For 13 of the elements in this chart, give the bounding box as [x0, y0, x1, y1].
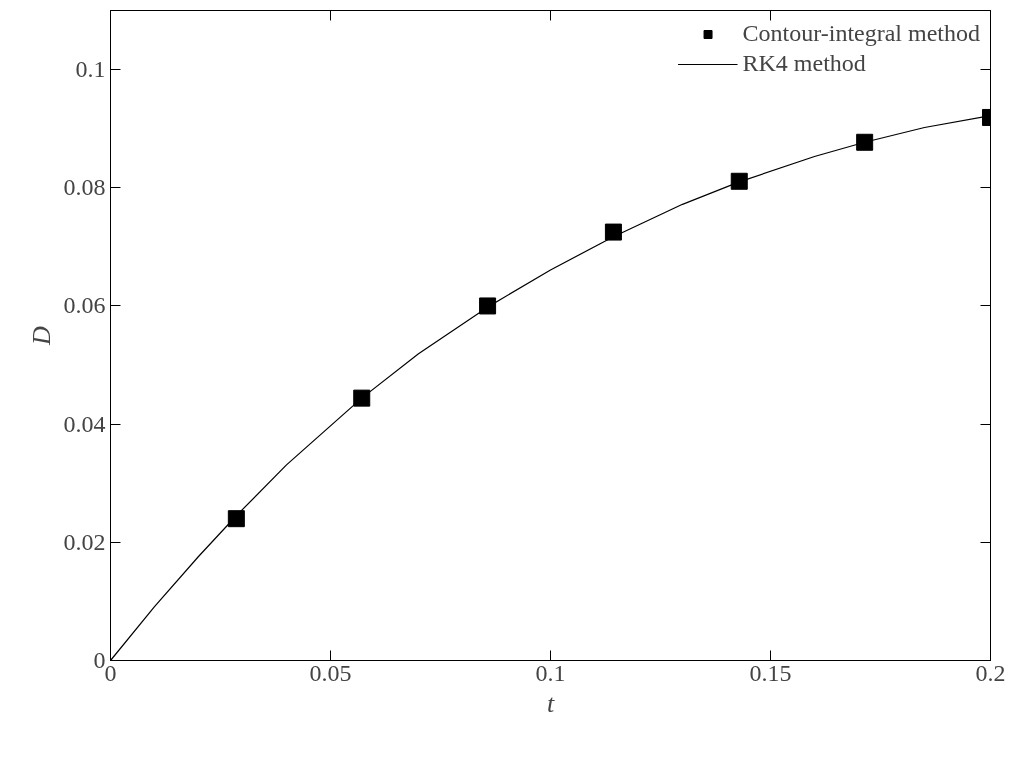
- x-axis-title: t: [546, 688, 555, 718]
- y-tick-label: 0.06: [63, 292, 106, 319]
- y-tick-label: 0.04: [63, 410, 106, 437]
- x-tick-label: 0.05: [309, 659, 352, 686]
- legend-label: Contour-integral method: [742, 20, 980, 47]
- x-tick-label: 0.2: [975, 659, 1006, 686]
- x-tick-label: 0.1: [535, 659, 566, 686]
- x-tick-label: 0.15: [749, 659, 792, 686]
- y-tick-label: 0.1: [75, 56, 106, 83]
- y-tick-label: 0.02: [63, 528, 106, 555]
- y-axis-title: D: [26, 325, 56, 346]
- legend-label: RK4 method: [742, 50, 866, 77]
- y-tick-label: 0.08: [63, 174, 106, 201]
